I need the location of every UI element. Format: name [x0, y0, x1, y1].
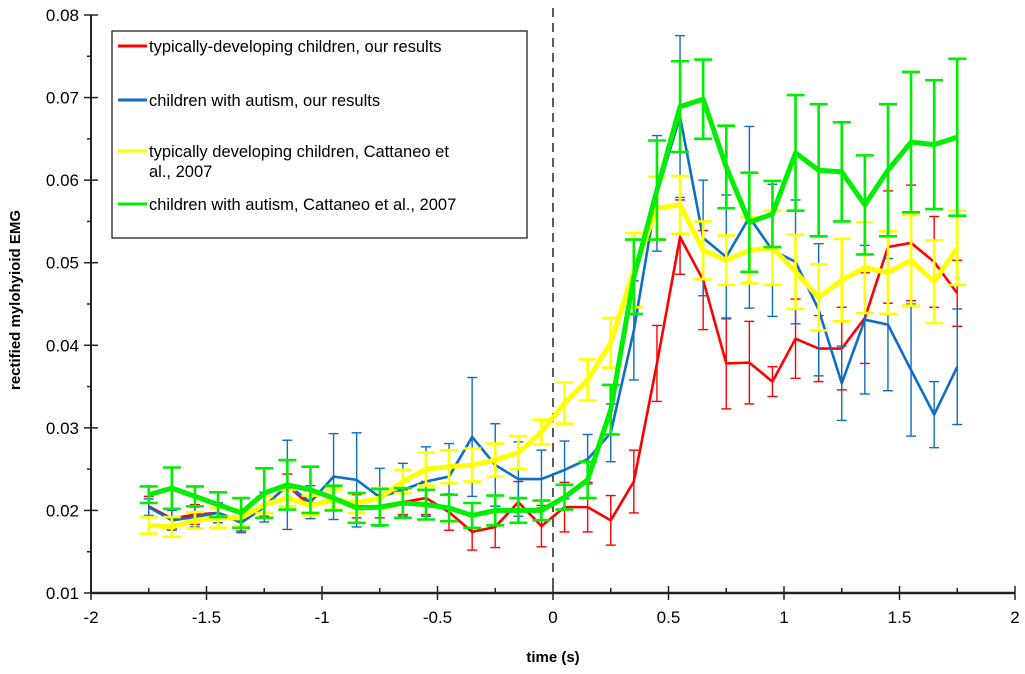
legend-item: typically developing children, Cattaneo … — [118, 143, 449, 181]
legend-label: children with autism, our results — [149, 92, 380, 110]
x-tick-label: -0.5 — [423, 608, 452, 627]
y-tick-label: 0.02 — [46, 501, 79, 520]
legend: typically-developing children, our resul… — [111, 30, 528, 239]
x-tick-label: 1 — [779, 608, 788, 627]
legend-item: children with autism, our results — [118, 92, 380, 110]
legend-item: children with autism, Cattaneo et al., 2… — [118, 196, 456, 214]
legend-label: typically-developing children, our resul… — [149, 38, 442, 56]
legend-item: typically-developing children, our resul… — [118, 38, 442, 56]
x-tick-label: 1.5 — [888, 608, 912, 627]
series-line — [148, 202, 960, 530]
x-tick-label: 0.5 — [657, 608, 681, 627]
y-tick-label: 0.01 — [46, 584, 79, 603]
y-tick-label: 0.04 — [46, 336, 79, 355]
series-4 — [139, 57, 967, 530]
legend-box — [111, 30, 528, 239]
x-tick-label: 2 — [1010, 608, 1019, 627]
legend-label: al., 2007 — [149, 163, 212, 181]
axes: 0.01 0.02 0.03 0.04 0.05 0.06 0.07 0.08 -2 -1.5 -1… — [46, 6, 1020, 627]
y-axis-title: rectified mylohyioid EMG — [7, 210, 24, 390]
legend-label: typically developing children, Cattaneo … — [149, 143, 449, 161]
legend-label: children with autism, Cattaneo et al., 2… — [149, 196, 456, 214]
y-tick-label: 0.06 — [46, 171, 79, 190]
y-tick-label: 0.07 — [46, 89, 79, 108]
series-line — [148, 96, 959, 518]
plot-area — [139, 8, 967, 593]
y-tick-label: 0.05 — [46, 254, 79, 273]
x-tick-label: 0 — [548, 608, 557, 627]
y-tick-label: 0.03 — [46, 419, 79, 438]
x-axis-title: time (s) — [526, 649, 579, 666]
x-tick-label: -1.5 — [192, 608, 221, 627]
y-tick-label: 0.08 — [46, 6, 79, 25]
x-tick-label: -2 — [83, 608, 98, 627]
x-tick-label: -1 — [314, 608, 329, 627]
